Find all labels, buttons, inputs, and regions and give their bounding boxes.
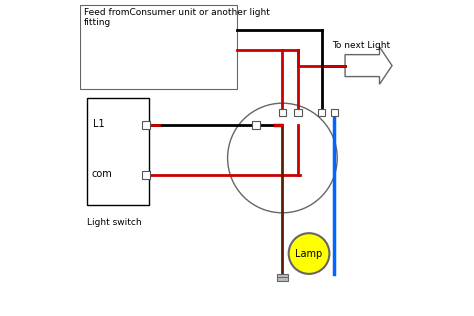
Bar <box>294 109 302 117</box>
Bar <box>87 99 149 205</box>
Text: L1: L1 <box>93 118 105 129</box>
Polygon shape <box>345 47 392 84</box>
Bar <box>318 109 325 116</box>
Text: Lamp: Lamp <box>295 248 323 258</box>
Text: Light switch: Light switch <box>87 217 141 227</box>
Text: Feed fromConsumer unit or another light
fitting: Feed fromConsumer unit or another light … <box>83 8 269 27</box>
Bar <box>331 109 337 116</box>
Bar <box>277 274 288 281</box>
Bar <box>81 4 237 89</box>
Bar <box>142 171 150 179</box>
Bar <box>142 121 150 129</box>
Text: com: com <box>91 169 112 179</box>
Circle shape <box>289 233 329 274</box>
Bar <box>279 109 286 117</box>
Text: To next Light: To next Light <box>332 41 391 50</box>
Bar <box>252 121 260 129</box>
